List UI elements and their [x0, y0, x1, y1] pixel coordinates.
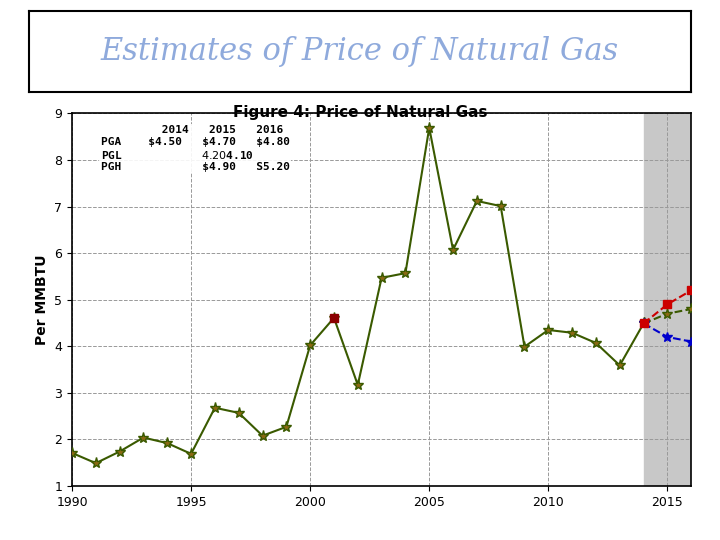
Text: Estimates of Price of Natural Gas: Estimates of Price of Natural Gas: [101, 36, 619, 67]
Y-axis label: Per MMBTU: Per MMBTU: [35, 254, 49, 345]
Text: 2014   2015   2016
PGA    $4.50   $4.70   $4.80
PGL            $4.20   $4.10
PGH: 2014 2015 2016 PGA $4.50 $4.70 $4.80 PGL…: [101, 125, 289, 172]
Text: Figure 4: Price of Natural Gas: Figure 4: Price of Natural Gas: [233, 105, 487, 120]
Bar: [644, 113, 703, 486]
